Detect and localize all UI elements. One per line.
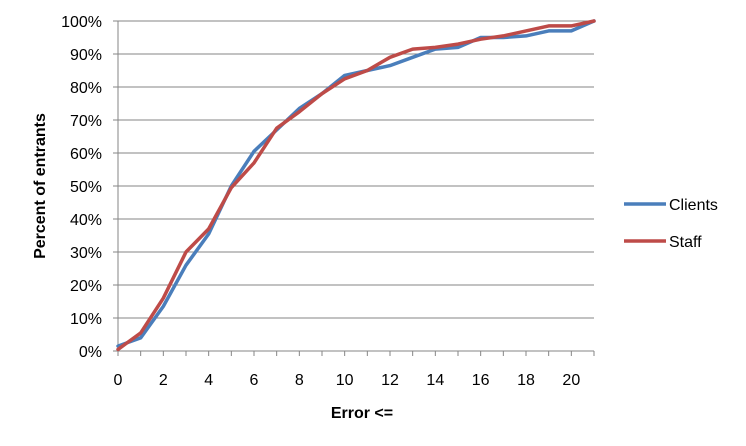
legend: Clients Staff (624, 197, 718, 251)
y-tick-label: 70% (70, 113, 102, 130)
y-axis-ticks: 0% 10% 20% 30% 40% 50% 60% 70% 80% 90% 100% (61, 14, 118, 361)
legend-label-clients: Clients (669, 197, 718, 214)
x-tick-label: 14 (426, 372, 444, 389)
x-tick-label: 20 (562, 372, 580, 389)
y-tick-label: 10% (70, 311, 102, 328)
x-tick-label: 0 (114, 372, 123, 389)
x-tick-label: 16 (472, 372, 490, 389)
y-tick-label: 0% (79, 344, 102, 361)
y-tick-label: 80% (70, 80, 102, 97)
gridlines (118, 20, 594, 319)
y-tick-label: 50% (70, 179, 102, 196)
y-tick-label: 30% (70, 245, 102, 262)
series-line-staff (116, 19, 596, 352)
x-tick-label: 8 (295, 372, 304, 389)
x-axis-label: Error <= (331, 405, 393, 422)
legend-label-staff: Staff (669, 234, 702, 251)
x-tick-label: 2 (159, 372, 168, 389)
y-tick-label: 90% (70, 47, 102, 64)
y-tick-label: 100% (61, 14, 102, 31)
series-line-clients (116, 19, 596, 348)
x-tick-label: 12 (381, 372, 399, 389)
x-tick-label: 4 (204, 372, 213, 389)
x-tick-label: 18 (517, 372, 535, 389)
x-tick-label: 10 (336, 372, 354, 389)
y-tick-label: 60% (70, 146, 102, 163)
y-axis-label: Percent of entrants (32, 113, 49, 259)
series-layer (116, 19, 596, 352)
x-tick-label: 6 (250, 372, 259, 389)
x-axis-ticks: 0 2 4 6 8 10 12 14 16 18 20 (114, 351, 595, 389)
y-tick-label: 40% (70, 212, 102, 229)
y-tick-label: 20% (70, 278, 102, 295)
